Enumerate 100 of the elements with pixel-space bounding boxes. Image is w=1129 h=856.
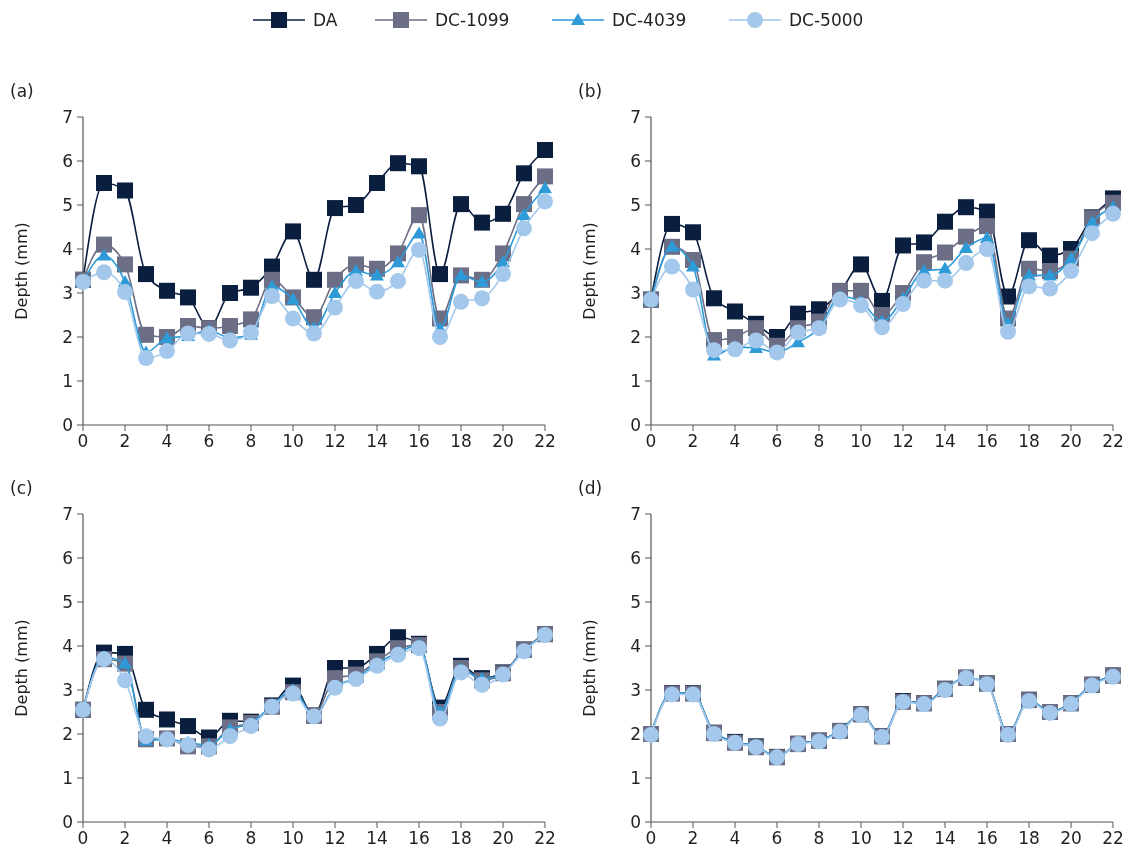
point [938,261,952,274]
point [537,168,553,185]
point [664,215,680,232]
point [180,718,196,735]
point [285,223,301,240]
x-tick-label: 10 [282,828,304,848]
point [201,325,217,342]
x-tick-label: 0 [77,828,89,848]
point [453,196,469,213]
point [117,256,133,273]
y-tick-label: 2 [62,723,73,744]
y-tick-label: 5 [630,591,641,612]
point [853,297,869,314]
point [348,197,364,213]
x-tick-label: 12 [892,828,914,848]
point [495,205,511,222]
point [390,273,406,290]
x-tick-label: 2 [119,828,131,848]
x-tick-label: 8 [813,431,825,451]
y-tick-label: 3 [62,679,73,700]
y-tick-label: 0 [62,414,73,435]
x-tick-label: 12 [892,431,914,451]
point [706,290,722,307]
point [937,213,953,230]
point [853,282,869,299]
x-tick-label: 22 [534,828,556,848]
point [96,175,112,191]
x-tick-label: 22 [534,431,556,451]
point [685,281,701,298]
point [243,718,259,735]
x-tick-label: 8 [813,828,825,848]
chart-title: (d) [578,478,603,498]
x-tick-label: 0 [645,828,657,848]
x-tick-label: 8 [245,828,257,848]
y-tick-label: 0 [630,811,641,832]
point [117,182,133,199]
point [958,199,974,216]
x-tick-label: 22 [1102,431,1124,451]
x-tick-label: 18 [450,828,472,848]
point [937,272,953,289]
y-tick-label: 1 [62,370,73,391]
point [117,672,133,689]
point [474,676,490,693]
x-tick-label: 14 [934,431,956,451]
y-tick-label: 5 [62,591,73,612]
x-tick-label: 0 [645,431,657,451]
x-tick-label: 10 [282,431,304,451]
point [790,324,806,341]
x-tick-label: 18 [450,431,472,451]
y-tick-label: 3 [630,679,641,700]
y-tick-label: 6 [630,150,641,171]
y-tick-label: 0 [62,811,73,832]
y-tick-label: 4 [62,238,73,259]
point [537,142,553,158]
y-axis-title: Depth (mm) [580,222,599,320]
point [138,350,154,367]
point [1042,247,1058,264]
point [853,256,869,273]
y-tick-label: 0 [630,414,641,435]
y-tick-label: 3 [62,282,73,303]
x-tick-label: 12 [324,828,346,848]
x-tick-label: 2 [687,431,699,451]
y-tick-label: 4 [630,238,641,259]
y-tick-label: 1 [630,370,641,391]
point [1000,323,1016,340]
point [327,299,343,316]
y-tick-label: 7 [630,503,641,524]
y-tick-label: 5 [62,194,73,215]
legend-label: DC-1099 [435,9,510,30]
point [180,325,196,342]
point [937,244,953,261]
point [1043,268,1057,281]
chart-title: (c) [10,478,33,498]
point [348,273,364,290]
point [517,208,531,221]
point [327,200,343,217]
x-tick-label: 6 [771,431,783,451]
point [222,318,238,334]
x-tick-label: 14 [366,431,388,451]
point [370,268,384,281]
point [895,237,911,254]
point [1105,205,1121,222]
y-tick-label: 5 [630,194,641,215]
point [411,241,427,258]
x-tick-label: 14 [366,828,388,848]
point [96,264,112,281]
x-tick-label: 20 [492,828,514,848]
x-tick-label: 0 [77,431,89,451]
point [138,266,154,283]
point [306,325,322,342]
x-tick-label: 10 [850,431,872,451]
point [1042,280,1058,297]
point [516,220,532,237]
y-tick-label: 2 [630,326,641,347]
point [895,296,911,312]
x-tick-label: 16 [976,828,998,848]
point [685,224,701,241]
point [285,310,301,327]
point [159,343,175,360]
point [391,255,405,268]
